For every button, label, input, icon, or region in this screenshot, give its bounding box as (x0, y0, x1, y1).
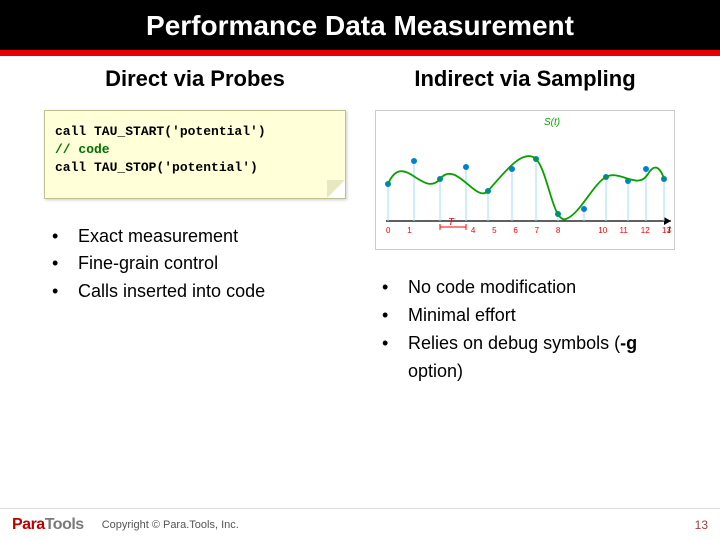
code-snippet: call TAU_START('potential') // code call… (44, 110, 346, 199)
list-item: Fine-grain control (52, 250, 352, 278)
left-bullet-list: Exact measurement Fine-grain control Cal… (38, 223, 352, 307)
svg-text:11: 11 (620, 226, 629, 235)
svg-text:7: 7 (535, 226, 540, 235)
svg-text:T: T (448, 217, 455, 228)
page-number: 13 (695, 518, 708, 532)
code-line-2: // code (55, 141, 335, 159)
svg-text:4: 4 (471, 226, 476, 235)
list-item: Relies on debug symbols (-g option) (382, 330, 682, 386)
svg-text:10: 10 (598, 226, 607, 235)
sampling-chart: t S(t) T 01456781011 (375, 110, 675, 250)
list-item: Calls inserted into code (52, 278, 352, 306)
svg-text:12: 12 (641, 226, 650, 235)
logo-para: Para (12, 516, 45, 534)
copyright-text: Copyright © Para.Tools, Inc. (102, 519, 695, 531)
right-header: Indirect via Sampling (368, 66, 682, 92)
x-tick-labels: 0 1 4 5 6 7 8 10 11 12 13 (386, 226, 671, 235)
bullet3-text-b: option) (408, 361, 463, 381)
signal-curve (388, 156, 664, 219)
bullet3-g-option: -g (620, 333, 637, 353)
x-axis-arrow (664, 217, 671, 225)
y-axis-label: S(t) (544, 117, 560, 128)
right-column: Indirect via Sampling t S(t) (360, 66, 690, 386)
sampling-svg: t S(t) T 01456781011 (376, 111, 676, 251)
svg-text:0: 0 (386, 226, 391, 235)
svg-text:8: 8 (556, 226, 561, 235)
svg-text:1: 1 (407, 226, 412, 235)
svg-text:6: 6 (513, 226, 518, 235)
left-header: Direct via Probes (38, 66, 352, 92)
content-columns: Direct via Probes call TAU_START('potent… (0, 56, 720, 386)
svg-text:5: 5 (492, 226, 497, 235)
list-item: No code modification (382, 274, 682, 302)
slide-title: Performance Data Measurement (0, 0, 720, 56)
t-interval: T (440, 217, 466, 230)
list-item: Minimal effort (382, 302, 682, 330)
paratools-logo: ParaTools (12, 516, 84, 534)
code-line-3: call TAU_STOP('potential') (55, 159, 335, 177)
footer: ParaTools Copyright © Para.Tools, Inc. 1… (0, 508, 720, 540)
svg-text:13: 13 (662, 226, 671, 235)
right-bullet-list: No code modification Minimal effort Reli… (368, 274, 682, 386)
bullet3-text-a: Relies on debug symbols ( (408, 333, 620, 353)
code-line-1: call TAU_START('potential') (55, 123, 335, 141)
list-item: Exact measurement (52, 223, 352, 251)
curve-group: T (385, 156, 667, 230)
left-column: Direct via Probes call TAU_START('potent… (30, 66, 360, 386)
logo-tools: Tools (45, 516, 84, 534)
sample-lines (385, 156, 667, 221)
